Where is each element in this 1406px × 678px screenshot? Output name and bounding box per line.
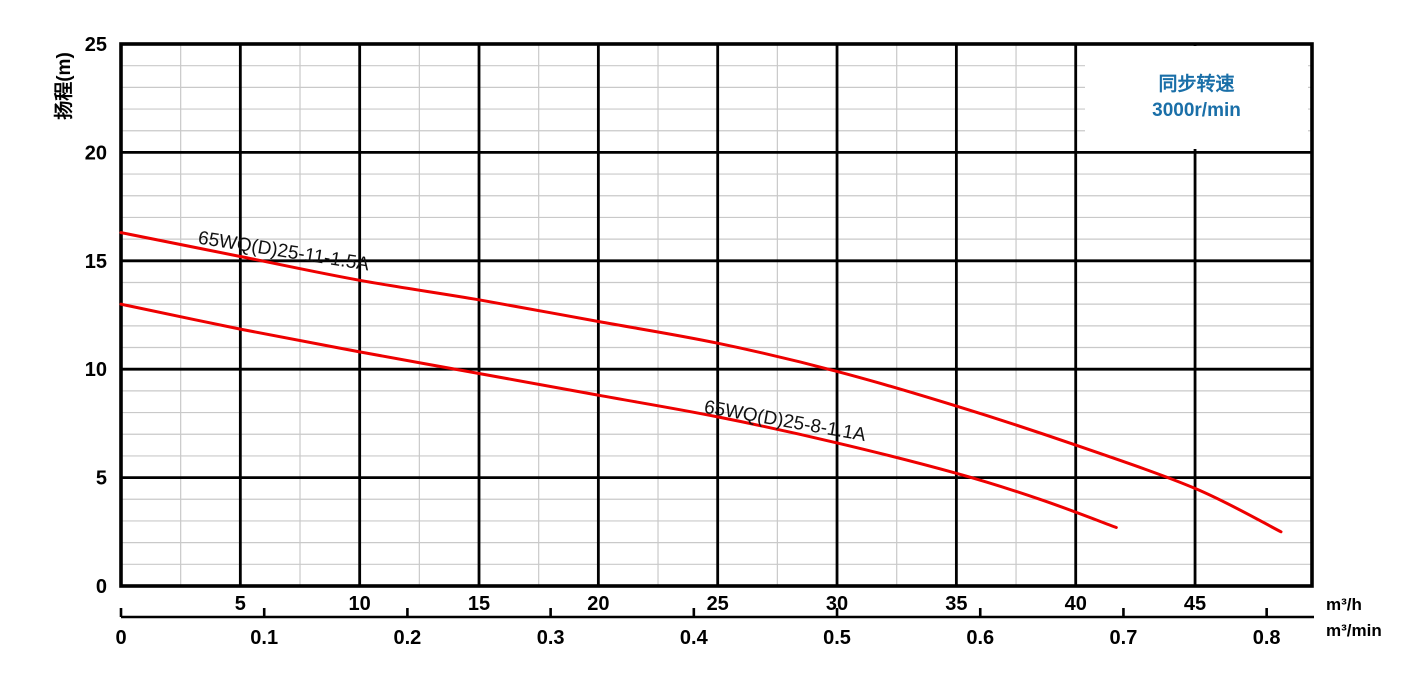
- x-tick-label-secondary: 0.3: [537, 627, 565, 649]
- x-tick-label-secondary: 0.6: [966, 627, 994, 649]
- x-tick-label-secondary: 0.1: [250, 627, 278, 649]
- x-tick-label-secondary: 0.8: [1253, 627, 1281, 649]
- x-tick-label-primary: 20: [587, 593, 609, 615]
- x-tick-label-secondary: 0.4: [680, 627, 709, 649]
- curve-label: 65WQ(D)25-8-1.1A: [703, 397, 868, 446]
- legend: 同步转速 3000r/min: [1085, 46, 1308, 149]
- x-tick-label-secondary: 0.7: [1110, 627, 1138, 649]
- x-tick-label-primary: 15: [468, 593, 490, 615]
- x-tick-label-primary: 25: [707, 593, 729, 615]
- y-tick-label: 20: [85, 142, 107, 164]
- x-tick-label-primary: 35: [945, 593, 967, 615]
- x-tick-label-primary: 45: [1184, 593, 1206, 615]
- x-tick-label-primary: 40: [1065, 593, 1087, 615]
- plot-border: [119, 42, 1314, 588]
- y-axis-title: 扬程(m): [52, 52, 75, 120]
- x-tick-label-secondary: 0.5: [823, 627, 851, 649]
- y-tick-label: 15: [85, 251, 107, 273]
- x-tick-label-primary: 30: [826, 593, 848, 615]
- x-tick-label-primary: 5: [235, 593, 246, 615]
- pump-curve: [119, 302, 1118, 529]
- y-tick-label: 0: [96, 576, 107, 598]
- x-tick-label-secondary: 0: [115, 627, 126, 649]
- y-tick-label: 5: [96, 468, 107, 490]
- legend-speed-value: 3000r/min: [1152, 99, 1241, 121]
- x-tick-label-primary: 10: [349, 593, 371, 615]
- pump-curve: [119, 231, 1283, 534]
- x-tick-label-secondary: 0.2: [394, 627, 422, 649]
- y-tick-label: 10: [85, 359, 107, 381]
- y-tick-label: 25: [85, 34, 107, 56]
- legend-speed-title: 同步转速: [1158, 73, 1235, 95]
- x-axis-unit-secondary: m³/min: [1326, 621, 1382, 640]
- curve-label: 65WQ(D)25-11-1.5A: [197, 228, 371, 276]
- x-axis-unit-primary: m³/h: [1326, 595, 1362, 614]
